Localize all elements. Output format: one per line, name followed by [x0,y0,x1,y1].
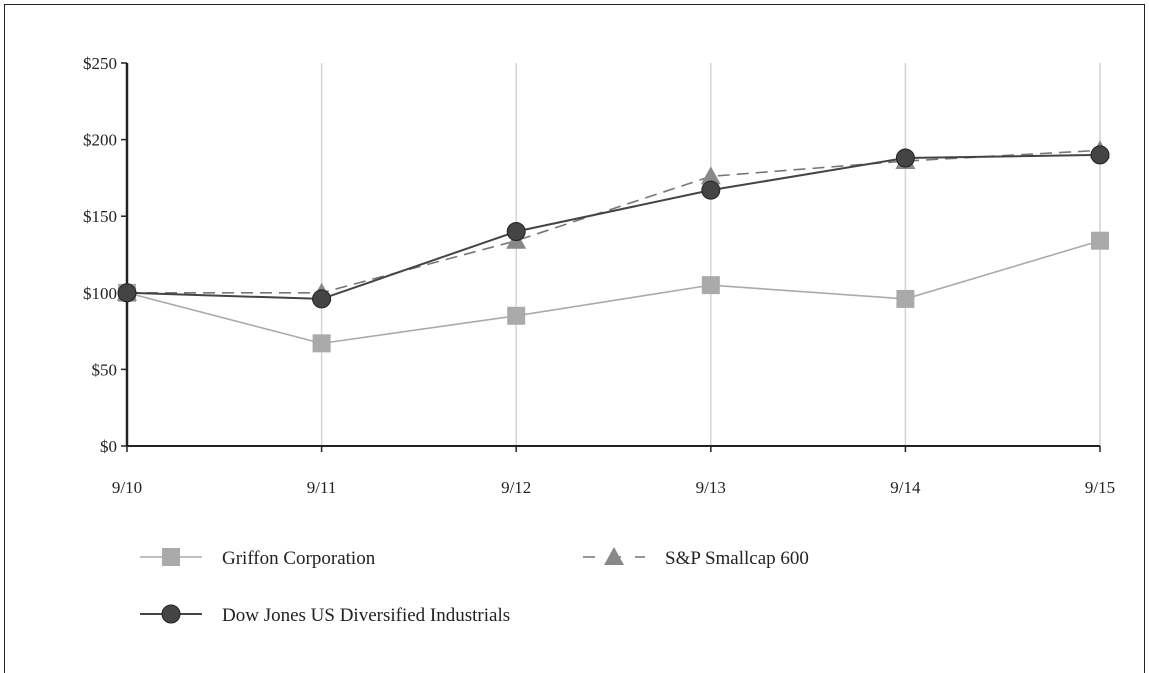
series-line [127,149,1101,294]
x-axis-ticks: 9/10 9/11 9/12 9/13 9/14 9/15 [112,446,1115,497]
data-point [117,283,137,303]
x-tick-label: 9/14 [890,478,921,497]
y-axis-ticks: $0 $50 $100 $150 $200 $250 [83,54,127,456]
chart-frame [4,4,1145,673]
series-line [126,153,1101,300]
legend-item: Dow Jones US Diversified Industrials [140,604,510,626]
y-tick-label: $200 [83,131,117,150]
x-tick-label: 9/15 [1085,478,1115,497]
series-2 [117,145,1110,309]
series-1 [117,140,1110,301]
y-tick-label: $250 [83,54,117,73]
legend: Griffon Corporation S&P Smallcap 600 Dow J… [140,547,809,626]
x-tick-label: 9/11 [307,478,337,497]
axes [125,63,1100,447]
data-point [1091,231,1109,250]
legend-label: S&P Smallcap 600 [665,548,809,569]
grid-lines [320,63,1101,446]
data-point [506,222,526,242]
data-point [1090,145,1110,165]
y-tick-label: $100 [83,284,117,303]
series-layer [117,140,1110,353]
data-point [701,180,721,200]
x-tick-label: 9/10 [112,478,142,497]
y-tick-label: $0 [100,437,117,456]
legend-item: S&P Smallcap 600 [583,547,809,569]
data-point [312,289,332,309]
legend-item: Griffon Corporation [140,548,376,569]
data-point [701,276,720,295]
legend-label: Dow Jones US Diversified Industrials [222,605,510,626]
data-point [700,166,721,185]
legend-marker [604,547,624,565]
y-tick-label: $150 [83,207,117,226]
data-point [895,148,915,168]
data-point [896,289,915,308]
x-tick-label: 9/12 [501,478,531,497]
legend-marker [162,548,180,566]
data-point [312,334,331,353]
legend-label: Griffon Corporation [222,548,376,569]
data-point [507,306,526,325]
x-tick-label: 9/13 [696,478,726,497]
y-tick-label: $50 [92,360,118,379]
legend-marker [161,604,181,624]
series-line [126,239,1101,345]
